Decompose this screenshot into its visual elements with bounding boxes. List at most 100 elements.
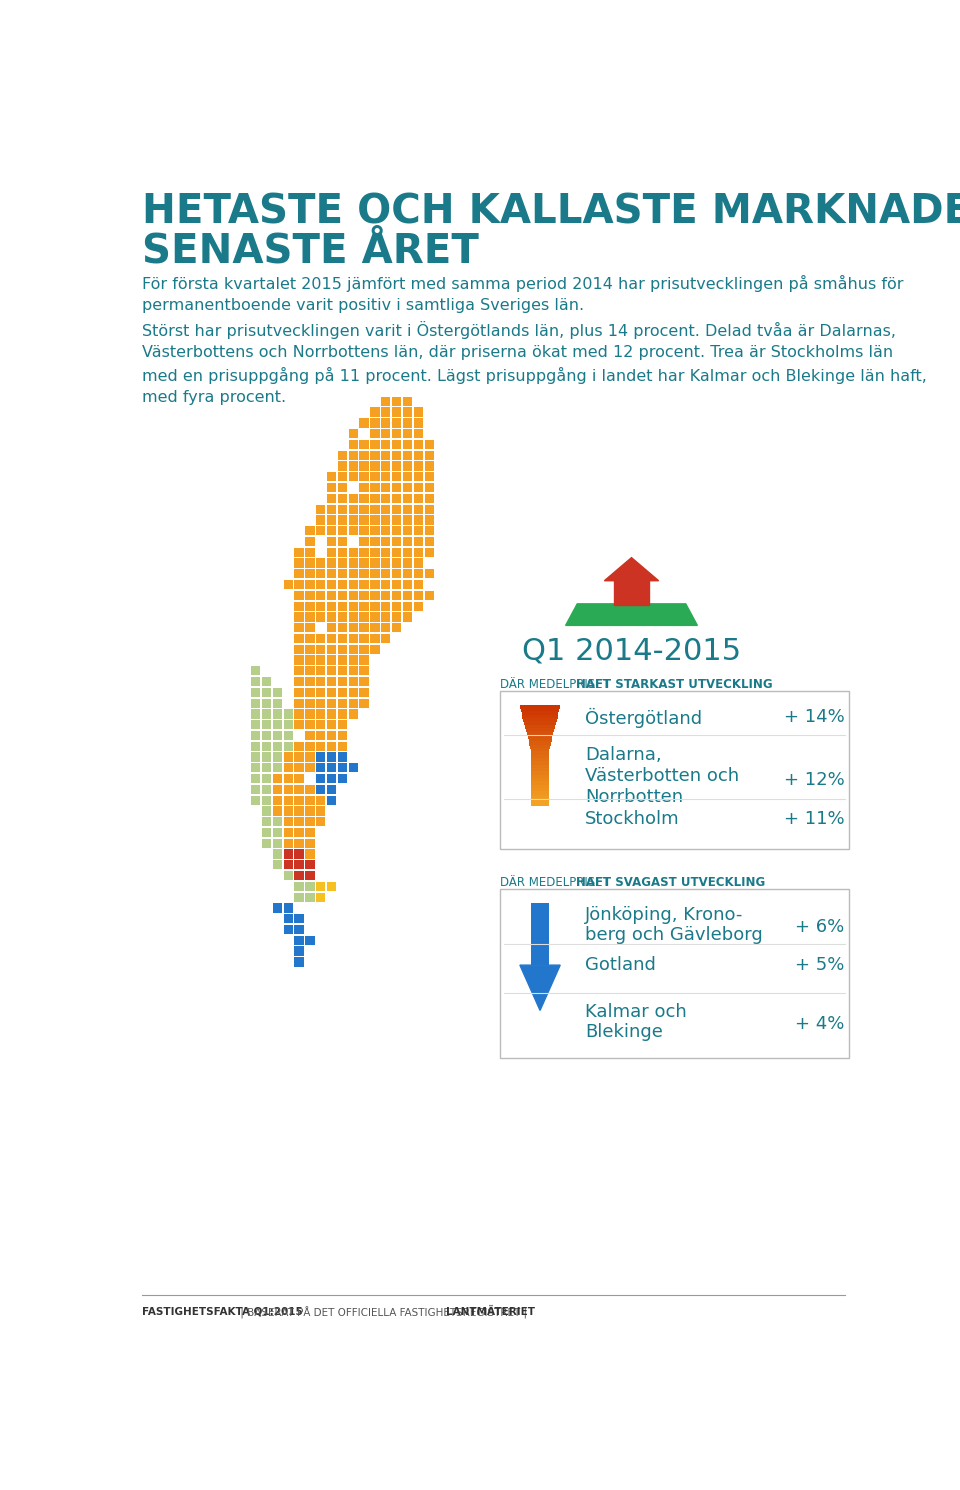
Bar (283, 925, 293, 934)
Text: LANTMÄTERIET: LANTMÄTERIET (446, 1307, 536, 1317)
Bar (295, 676, 303, 687)
Bar (424, 440, 434, 448)
Bar (316, 526, 325, 535)
Bar (338, 709, 348, 718)
Bar (371, 559, 379, 568)
Bar (283, 580, 293, 589)
Bar (295, 828, 303, 837)
Bar (424, 462, 434, 471)
Bar (262, 699, 271, 708)
Text: Gotland: Gotland (585, 957, 656, 974)
Bar (531, 748, 549, 752)
FancyBboxPatch shape (500, 691, 849, 849)
Bar (531, 755, 549, 758)
Bar (327, 602, 336, 611)
Bar (528, 735, 552, 739)
Bar (371, 536, 379, 547)
Bar (295, 925, 303, 934)
Bar (403, 419, 412, 428)
Bar (295, 633, 303, 644)
Bar (305, 849, 315, 858)
Bar (403, 612, 412, 621)
Bar (273, 903, 282, 912)
Bar (295, 569, 303, 578)
Bar (531, 778, 549, 782)
Text: Stockholm: Stockholm (585, 811, 680, 828)
Bar (316, 785, 325, 794)
Bar (392, 516, 401, 524)
Bar (295, 548, 303, 557)
Bar (414, 440, 423, 448)
Bar (403, 440, 412, 448)
Bar (381, 462, 391, 471)
Bar (338, 472, 348, 481)
Bar (392, 440, 401, 448)
Bar (371, 526, 379, 535)
Bar (531, 788, 549, 793)
Bar (295, 580, 303, 589)
Bar (531, 751, 549, 755)
Bar (295, 915, 303, 924)
Bar (381, 536, 391, 547)
Bar (359, 645, 369, 654)
Bar (414, 493, 423, 504)
Bar (305, 580, 315, 589)
Bar (295, 709, 303, 718)
Bar (381, 429, 391, 438)
Bar (262, 676, 271, 687)
Bar (295, 806, 303, 815)
Bar (403, 505, 412, 514)
Bar (338, 623, 348, 632)
Bar (283, 817, 293, 827)
Bar (531, 785, 549, 788)
Bar (327, 623, 336, 632)
Bar (392, 602, 401, 611)
Bar (295, 849, 303, 858)
Text: | BASERAT PÅ DET OFFICIELLA FASTIGHETSREGISTRET |: | BASERAT PÅ DET OFFICIELLA FASTIGHETSRE… (237, 1307, 530, 1319)
Bar (530, 745, 550, 749)
Bar (251, 666, 260, 675)
Text: HETASTE OCH KALLASTE MARKNADERNA: HETASTE OCH KALLASTE MARKNADERNA (142, 192, 960, 232)
Bar (273, 688, 282, 697)
Bar (338, 536, 348, 547)
Bar (305, 709, 315, 718)
Bar (414, 580, 423, 589)
Bar (338, 645, 348, 654)
Bar (359, 633, 369, 644)
Bar (283, 806, 293, 815)
Bar (403, 536, 412, 547)
Bar (262, 828, 271, 837)
Bar (392, 590, 401, 600)
Bar (327, 505, 336, 514)
Bar (531, 775, 549, 779)
Bar (371, 472, 379, 481)
Bar (327, 785, 336, 794)
Bar (251, 796, 260, 805)
Text: SENASTE ÅRET: SENASTE ÅRET (142, 231, 479, 271)
Bar (273, 773, 282, 784)
Bar (403, 493, 412, 504)
Bar (359, 472, 369, 481)
Bar (316, 559, 325, 568)
Text: Q1 2014-2015: Q1 2014-2015 (522, 636, 741, 666)
Bar (283, 903, 293, 912)
Bar (327, 633, 336, 644)
Bar (327, 548, 336, 557)
Bar (371, 493, 379, 504)
Bar (305, 742, 315, 751)
Bar (262, 785, 271, 794)
Bar (338, 612, 348, 621)
Text: DÄR MEDELPRISET: DÄR MEDELPRISET (500, 876, 613, 888)
Bar (520, 705, 561, 709)
Bar (348, 676, 358, 687)
Bar (305, 872, 315, 881)
Bar (531, 761, 549, 766)
Bar (327, 612, 336, 621)
Bar (273, 828, 282, 837)
Bar (327, 676, 336, 687)
Bar (295, 666, 303, 675)
Bar (305, 828, 315, 837)
Bar (295, 763, 303, 772)
Bar (524, 721, 556, 726)
Bar (359, 656, 369, 665)
